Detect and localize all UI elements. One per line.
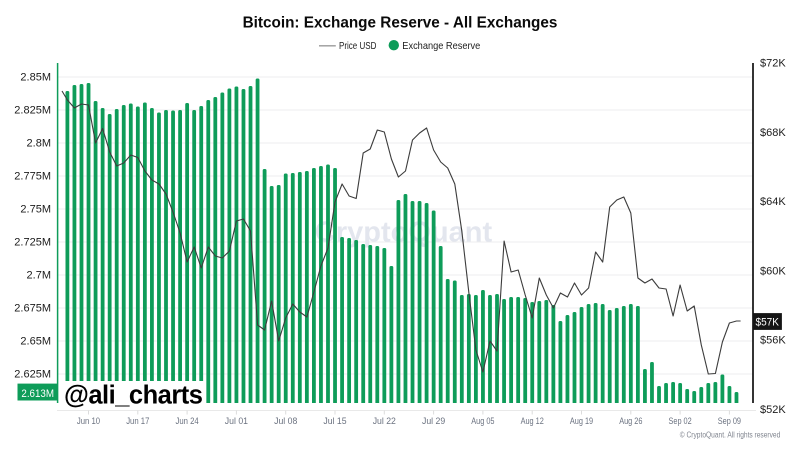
- svg-text:Aug 26: Aug 26: [619, 415, 642, 426]
- svg-text:$60K: $60K: [760, 265, 786, 277]
- svg-text:Jun 24: Jun 24: [176, 415, 199, 426]
- svg-text:$57K: $57K: [756, 317, 780, 329]
- svg-text:Sep 09: Sep 09: [718, 415, 741, 426]
- svg-text:Jun 17: Jun 17: [126, 415, 149, 426]
- svg-text:2.7M: 2.7M: [27, 270, 51, 282]
- svg-text:Jul 01: Jul 01: [225, 415, 248, 426]
- svg-text:Jul 29: Jul 29: [422, 415, 445, 426]
- svg-text:Price USD: Price USD: [339, 41, 376, 52]
- svg-text:Aug 12: Aug 12: [521, 415, 544, 426]
- svg-text:Jun 10: Jun 10: [77, 415, 100, 426]
- svg-text:Aug 05: Aug 05: [471, 415, 494, 426]
- svg-text:2.625M: 2.625M: [14, 369, 51, 381]
- svg-text:2.825M: 2.825M: [14, 105, 51, 117]
- svg-text:2.675M: 2.675M: [14, 303, 51, 315]
- svg-text:2.75M: 2.75M: [20, 204, 51, 216]
- svg-text:© CryptoQuant. All rights rese: © CryptoQuant. All rights reserved: [680, 431, 781, 440]
- svg-text:2.8M: 2.8M: [27, 138, 51, 150]
- svg-text:Bitcoin: Exchange Reserve - Al: Bitcoin: Exchange Reserve - All Exchange…: [243, 15, 558, 32]
- svg-text:$56K: $56K: [760, 335, 786, 347]
- svg-text:2.775M: 2.775M: [14, 171, 51, 183]
- svg-text:2.65M: 2.65M: [20, 336, 51, 348]
- svg-text:Jul 08: Jul 08: [274, 415, 297, 426]
- svg-text:2.85M: 2.85M: [20, 72, 51, 84]
- svg-text:$68K: $68K: [760, 127, 786, 139]
- svg-text:Jul 15: Jul 15: [323, 415, 346, 426]
- svg-text:$64K: $64K: [760, 196, 786, 208]
- svg-text:Jul 22: Jul 22: [373, 415, 396, 426]
- svg-text:$72K: $72K: [760, 58, 786, 70]
- svg-text:2.725M: 2.725M: [14, 237, 51, 249]
- svg-text:@ali_charts: @ali_charts: [64, 382, 203, 410]
- svg-text:2.613M: 2.613M: [21, 388, 54, 400]
- svg-text:Aug 19: Aug 19: [570, 415, 593, 426]
- svg-text:Sep 02: Sep 02: [669, 415, 692, 426]
- svg-text:Exchange Reserve: Exchange Reserve: [402, 41, 480, 52]
- svg-text:$52K: $52K: [760, 404, 786, 416]
